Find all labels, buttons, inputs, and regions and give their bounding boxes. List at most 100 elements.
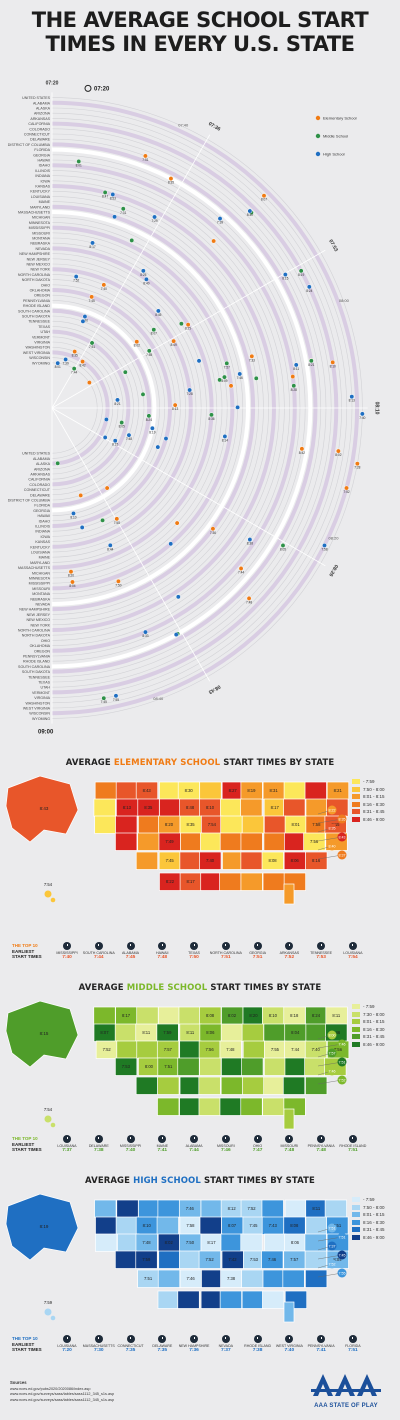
state-shape	[95, 1216, 118, 1235]
state-shape	[179, 1097, 202, 1116]
clock-icon	[126, 1335, 135, 1343]
state-label: PENNSYLVANIA	[23, 655, 51, 659]
state-label: NEVADA	[35, 603, 50, 607]
clock-icon	[190, 1335, 199, 1343]
data-point-label: 7:55	[146, 353, 152, 357]
time-tick-label: 08:43	[207, 683, 221, 695]
state-time-label: 8:11	[312, 1206, 321, 1211]
data-point-label: 7:40	[359, 416, 365, 420]
data-point-label: 8:44	[107, 547, 113, 551]
state-time-label: 8:02	[165, 1240, 174, 1245]
high-legend: - 7:59 7:50 - 8:00 8:01 - 8:15 8:16 - 8:30 8…	[352, 1196, 385, 1241]
state-label: INDIANA	[35, 530, 50, 534]
clock-icon	[348, 942, 357, 950]
state-shape	[137, 832, 160, 851]
state-shape	[114, 1023, 138, 1042]
legend-item: - 7:59	[352, 778, 385, 786]
state-label: CALIFORNIA	[28, 122, 50, 126]
earliest-state: MISSOURI	[216, 1144, 235, 1148]
state-shape	[241, 1023, 264, 1042]
callout-circle	[327, 841, 337, 851]
state-time-label: 7:48	[226, 1047, 235, 1052]
data-point	[222, 374, 227, 380]
legend-swatch	[352, 1026, 360, 1032]
data-point	[55, 360, 61, 366]
state-shape	[179, 851, 202, 870]
state-shape	[305, 1216, 328, 1235]
data-point	[247, 208, 253, 214]
callout-circle	[327, 1048, 337, 1058]
state-shape	[240, 1097, 263, 1116]
state-shape	[135, 1076, 159, 1095]
state-label: MICHIGAN	[32, 216, 50, 220]
earliest-time: 7:45	[125, 955, 136, 960]
data-point	[140, 391, 146, 397]
callout-label: 7:51	[339, 1236, 346, 1240]
clock-icon	[94, 1135, 103, 1143]
data-point-label: 7:40	[101, 287, 107, 291]
state-time-label: 7:45	[166, 858, 175, 863]
clock-icon	[221, 1335, 230, 1343]
state-time-label: 7:46	[332, 1030, 341, 1035]
state-time-label: 8:27	[229, 788, 238, 793]
state-time-label: 7:44	[291, 1047, 300, 1052]
state-time-label: 8:06	[291, 858, 300, 863]
state-shape	[283, 798, 306, 817]
state-label: WEST VIRGINIA	[23, 351, 51, 355]
source-line[interactable]: www.nces.ed.gov/pubs2020/2020086/index.a…	[10, 1386, 91, 1391]
state-time-label: 8:22	[166, 879, 175, 884]
state-shape	[156, 1216, 179, 1235]
clock-icon	[253, 1335, 262, 1343]
state-time-label: 7:40	[206, 858, 215, 863]
data-point	[70, 579, 75, 585]
state-time-label: 8:17	[122, 1013, 131, 1018]
state-label: WISCONSIN	[29, 356, 50, 360]
state-shape	[261, 851, 284, 870]
time-tick-label: 07:36	[207, 121, 221, 133]
earliest-item: SOUTH CAROLINA 7:44	[83, 942, 115, 960]
data-point-label: 8:40	[143, 281, 149, 285]
state-label: MASSACHUSETTS	[18, 566, 51, 570]
earliest-item: FLORIDA 7:51	[338, 1335, 368, 1353]
state-label: WYOMING	[32, 361, 50, 365]
earliest-state: MISSISSIPPI	[56, 951, 78, 955]
data-point	[68, 569, 74, 575]
state-label: COLORADO	[29, 127, 50, 131]
state-shape	[93, 1006, 116, 1025]
legend-dot	[315, 115, 321, 121]
state-time-label: 8:06	[206, 1030, 215, 1035]
hawaii-shape	[44, 890, 52, 898]
data-point	[71, 510, 76, 516]
source-line[interactable]: www.nces.ed.gov/surveys/sass/tables/sass…	[10, 1397, 115, 1402]
state-shape	[138, 815, 161, 834]
data-point	[330, 359, 336, 365]
earliest-time: 7:20	[62, 1348, 72, 1353]
data-point	[115, 578, 121, 584]
data-point	[78, 492, 84, 498]
data-point-label: 8:05	[119, 425, 125, 429]
state-shape	[241, 815, 265, 834]
earliest-item: NEVADA 7:37	[211, 1335, 241, 1353]
legend-label: Elementary School	[323, 116, 357, 121]
earliest-item: DELAWARE 7:38	[84, 1135, 114, 1153]
state-label: MISSOURI	[32, 231, 50, 235]
legend-label: - 7:59	[363, 1197, 375, 1203]
earliest-item: RHODE ISLAND 7:38	[243, 1335, 273, 1353]
earliest-time: 7:44	[93, 955, 104, 960]
source-line[interactable]: www.nces.ed.gov/surveys/sass/tables/sass…	[10, 1392, 115, 1396]
state-shape	[219, 1290, 242, 1309]
data-point	[211, 238, 217, 244]
state-shape	[200, 1290, 223, 1309]
state-label: UTAH	[40, 686, 50, 690]
state-label: KENTUCKY	[30, 190, 50, 194]
callout-label: 8:40	[329, 845, 336, 849]
data-point-label: 7:28	[187, 392, 193, 396]
time-spoke	[51, 407, 326, 567]
earliest-time: 7:51	[348, 1348, 358, 1353]
legend-item: 8:01 - 8:15	[352, 1211, 385, 1219]
legend-swatch	[352, 816, 360, 822]
earliest-time: 7:48	[316, 1148, 326, 1153]
earliest-state: ARKANSAS	[279, 951, 300, 955]
callout-label: 7:46	[329, 1070, 336, 1074]
data-point-label: 7:36	[210, 531, 216, 535]
